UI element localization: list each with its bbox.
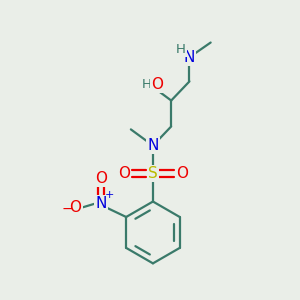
Text: +: + xyxy=(105,190,114,200)
Text: O: O xyxy=(95,171,107,186)
Text: H: H xyxy=(176,43,186,56)
Text: O: O xyxy=(118,166,130,181)
Text: S: S xyxy=(148,166,158,181)
Text: O: O xyxy=(70,200,82,215)
Text: −: − xyxy=(61,202,73,216)
Text: N: N xyxy=(95,196,107,211)
Text: O: O xyxy=(176,166,188,181)
Text: O: O xyxy=(152,77,164,92)
Text: N: N xyxy=(147,138,159,153)
Text: H: H xyxy=(142,78,152,92)
Text: N: N xyxy=(184,50,195,65)
